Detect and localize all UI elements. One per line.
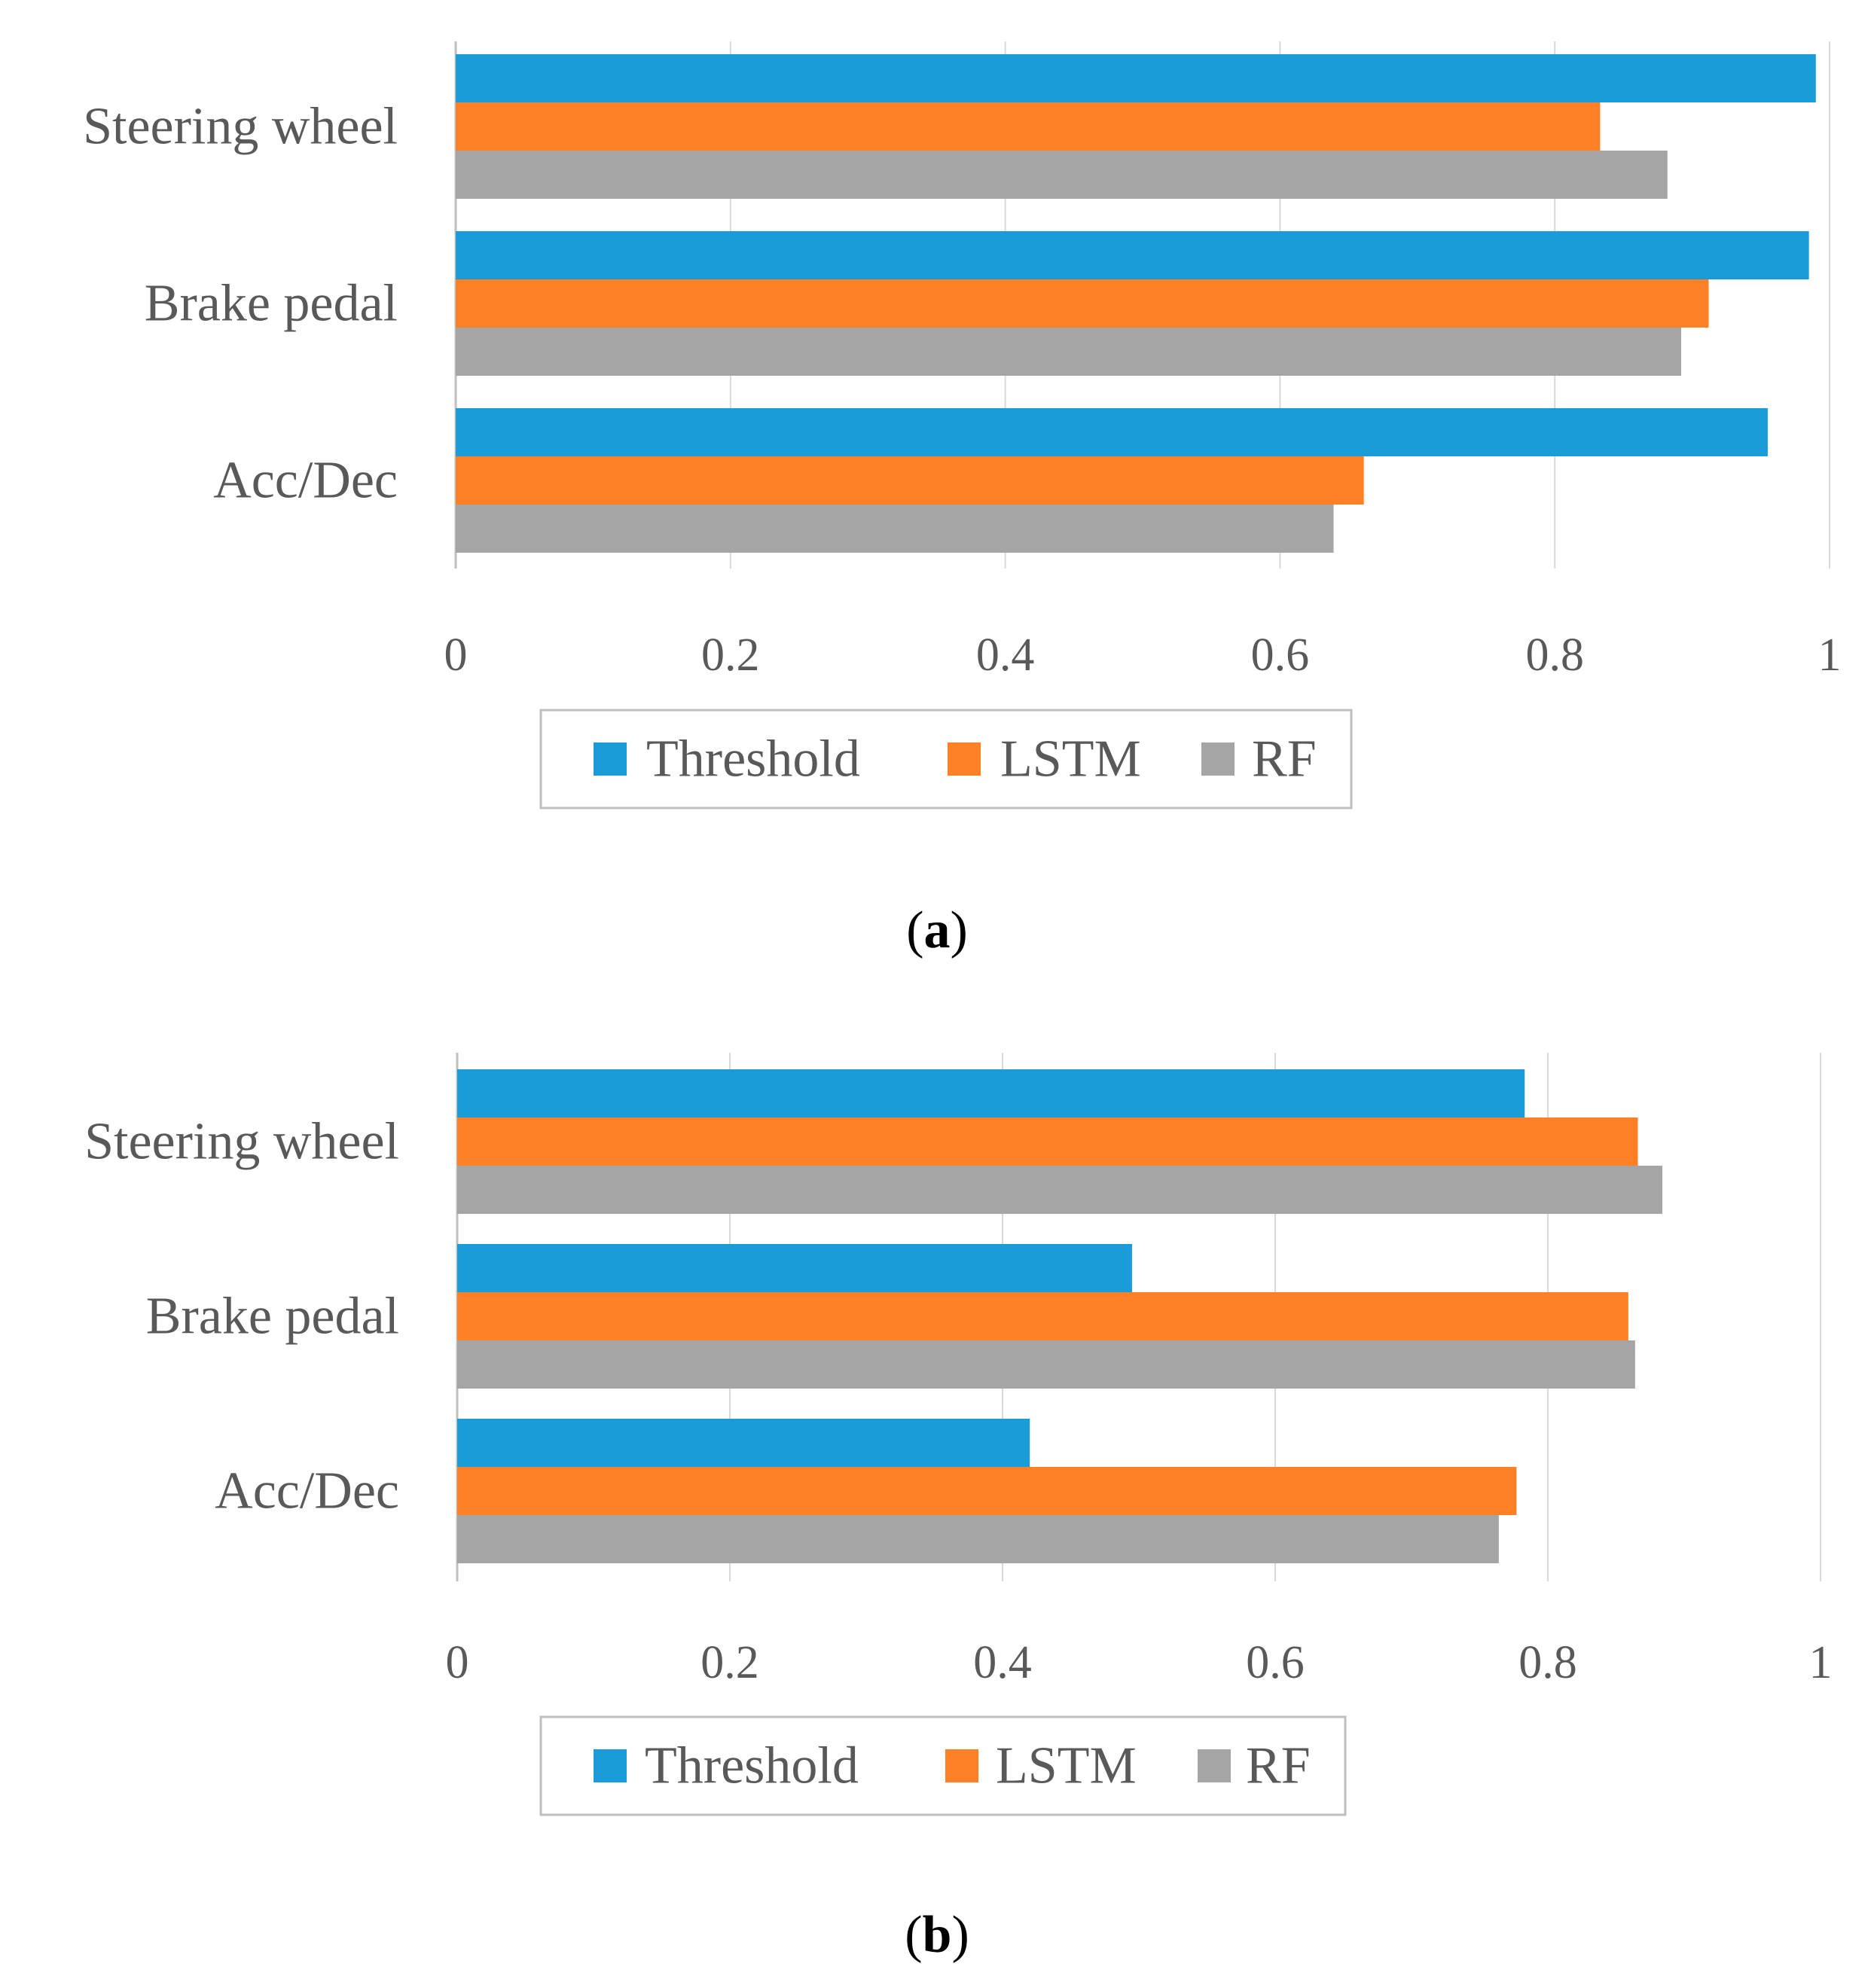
x-tick-label: 0.6: [1251, 630, 1310, 681]
legend-swatch-threshold: [594, 742, 627, 776]
legend-label-lstm: LSTM: [1000, 730, 1141, 788]
legend-swatch-rf: [1201, 742, 1235, 776]
legend-swatch-threshold: [594, 1749, 627, 1782]
bar-lstm-brake-pedal: [456, 279, 1709, 328]
caption-letter: a: [924, 901, 951, 959]
x-tick-label: 0.2: [701, 630, 760, 681]
legend-swatch-lstm: [948, 742, 981, 776]
caption-letter: b: [923, 1906, 952, 1964]
category-label-acc-dec: Acc/Dec: [213, 452, 398, 510]
legend-label-threshold: Threshold: [646, 730, 860, 788]
bar-lstm-acc-dec: [457, 1467, 1517, 1515]
bar-threshold-steering-wheel: [457, 1069, 1525, 1117]
x-tick-label: 0.8: [1525, 630, 1584, 681]
category-label-brake-pedal: Brake pedal: [145, 275, 398, 333]
bar-threshold-acc-dec: [456, 408, 1768, 456]
x-tick-label: 0.8: [1518, 1637, 1577, 1688]
bar-rf-brake-pedal: [457, 1340, 1635, 1389]
x-tick-label: 0.4: [973, 1637, 1032, 1688]
bar-threshold-steering-wheel: [456, 54, 1816, 102]
bar-lstm-steering-wheel: [456, 102, 1601, 151]
bar-lstm-steering-wheel: [457, 1117, 1638, 1166]
chart-panel-a: 0 0.2 0.4 0.6 0.8 1 Steering wheel Brake pedal A…: [83, 41, 1842, 959]
legend-label-rf: RF: [1246, 1737, 1311, 1795]
panel-caption: (a): [906, 901, 968, 959]
x-tick-label: 0.6: [1246, 1637, 1305, 1688]
legend-label-threshold: Threshold: [645, 1737, 859, 1795]
category-label-acc-dec: Acc/Dec: [215, 1462, 399, 1520]
bar-rf-brake-pedal: [456, 328, 1682, 376]
bar-rf-steering-wheel: [457, 1166, 1663, 1214]
x-tick-label: 0: [446, 1637, 469, 1688]
bar-rf-steering-wheel: [456, 151, 1668, 199]
bar-lstm-brake-pedal: [457, 1292, 1628, 1340]
category-label-brake-pedal: Brake pedal: [146, 1288, 399, 1346]
x-tick-label: 0: [444, 630, 468, 681]
legend-swatch-lstm: [945, 1749, 978, 1782]
chart-panel-b: 0 0.2 0.4 0.6 0.8 1 Steering wheel Brake pedal A…: [84, 1053, 1833, 1964]
bar-threshold-acc-dec: [457, 1419, 1030, 1467]
panel-caption: (b): [905, 1906, 969, 1964]
x-tick-label: 0.4: [976, 630, 1035, 681]
bar-threshold-brake-pedal: [457, 1244, 1132, 1292]
bar-lstm-acc-dec: [456, 456, 1364, 505]
legend-label-rf: RF: [1252, 730, 1317, 788]
legend: Threshold LSTM RF: [539, 1715, 1347, 1816]
bar-rf-acc-dec: [456, 505, 1334, 553]
category-label-steering-wheel: Steering wheel: [84, 1113, 399, 1171]
x-tick-label: 1: [1818, 630, 1842, 681]
legend-swatch-rf: [1198, 1749, 1231, 1782]
x-tick-label: 0.2: [700, 1637, 759, 1688]
legend-label-lstm: LSTM: [996, 1737, 1137, 1795]
category-label-steering-wheel: Steering wheel: [83, 98, 398, 156]
x-tick-label: 1: [1809, 1637, 1833, 1688]
bar-rf-acc-dec: [457, 1515, 1499, 1563]
bar-threshold-brake-pedal: [456, 231, 1809, 279]
legend: Threshold LSTM RF: [539, 709, 1353, 810]
